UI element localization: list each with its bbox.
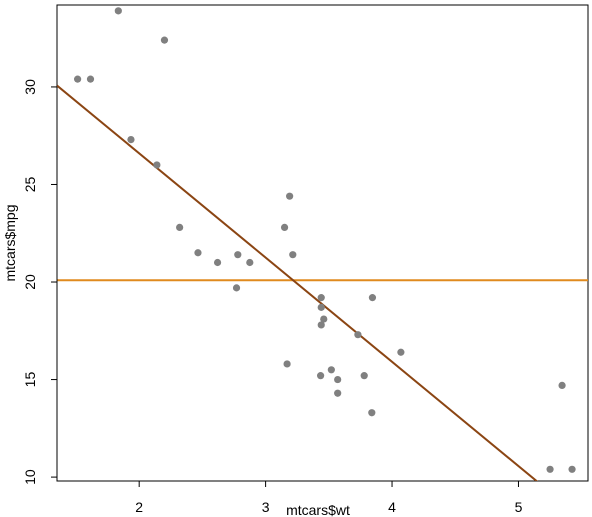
data-point — [234, 251, 242, 259]
data-point — [317, 321, 325, 329]
x-axis: 2 3 4 5 — [135, 480, 523, 515]
data-point — [317, 294, 325, 302]
data-point — [334, 389, 342, 397]
x-tick-label: 2 — [135, 499, 143, 515]
y-tick-label: 20 — [22, 274, 38, 290]
data-point — [289, 251, 297, 259]
data-point — [194, 249, 202, 257]
data-point — [354, 331, 362, 339]
data-point — [317, 372, 325, 380]
data-point — [320, 315, 328, 323]
data-point — [160, 36, 169, 44]
data-point — [114, 7, 122, 15]
data-point — [317, 303, 325, 311]
data-point — [360, 372, 368, 380]
data-point — [368, 409, 376, 417]
plot-frame — [56, 4, 589, 482]
data-points — [74, 7, 576, 473]
data-point — [558, 381, 566, 390]
data-point — [176, 223, 184, 231]
data-point — [153, 161, 161, 169]
data-point — [74, 75, 82, 83]
x-tick-label: 4 — [388, 499, 396, 515]
y-tick-label: 25 — [22, 176, 38, 192]
regression-line — [57, 84, 539, 481]
data-point — [568, 465, 576, 473]
data-point — [127, 136, 135, 144]
data-point — [368, 294, 377, 302]
y-axis: 10 15 20 25 30 — [22, 79, 58, 485]
y-tick-label: 10 — [22, 469, 38, 485]
data-point — [213, 258, 222, 267]
data-point — [327, 366, 335, 374]
data-point — [283, 360, 291, 368]
x-axis-label: mtcars$wt — [286, 502, 350, 517]
data-point — [286, 192, 294, 200]
data-point — [246, 258, 254, 267]
data-point — [334, 375, 342, 384]
data-point — [232, 284, 241, 292]
data-point — [280, 223, 289, 231]
y-axis-label: mtcars$mpg — [2, 204, 18, 281]
data-point — [546, 465, 554, 473]
y-tick-label: 30 — [22, 79, 38, 95]
data-point — [397, 348, 405, 356]
data-point — [86, 75, 95, 83]
y-tick-label: 15 — [22, 372, 38, 388]
regression-line-layer — [57, 84, 539, 481]
x-tick-label: 3 — [262, 499, 270, 515]
x-tick-label: 5 — [515, 499, 523, 515]
